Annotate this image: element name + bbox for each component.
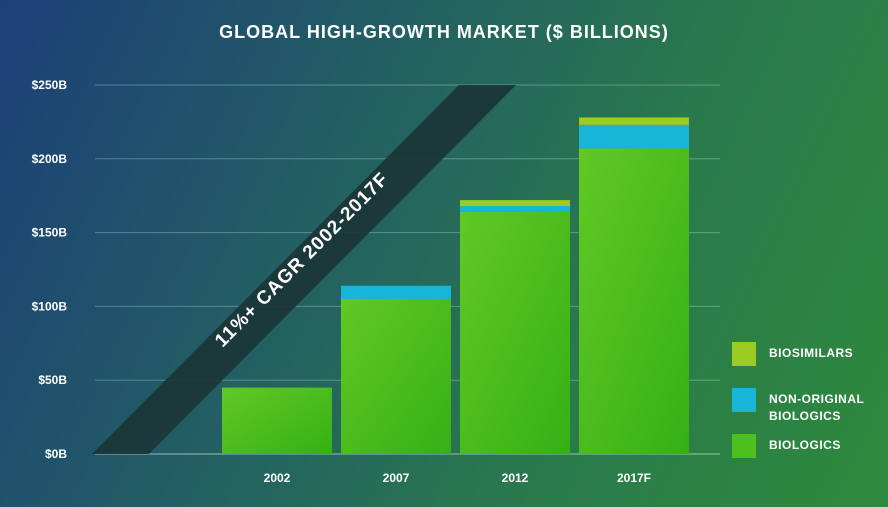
y-tick-label-250b: $250B [32,78,68,92]
x-tick-label-2012: 2012 [502,471,529,485]
x-tick-label-2017f: 2017F [617,471,651,485]
y-tick-label-150b: $150B [32,226,68,240]
legend-label-non-original-biologics: NON-ORIGINAL BIOLOGICS [769,392,865,423]
bar-biologics-2007 [341,299,451,454]
bar-non-original-biologics-2012 [460,206,570,212]
legend-label-biologics: BIOLOGICS [769,438,841,452]
y-tick-label-0b: $0B [45,447,67,461]
chart-title: GLOBAL HIGH-GROWTH MARKET ($ BILLIONS) [219,22,669,42]
bars [222,117,689,454]
y-tick-label-100b: $100B [32,299,68,313]
bar-biosimilars-2012 [460,200,570,207]
legend-swatch-biosimilars [732,342,756,366]
legend-swatch-non-original-biologics [732,388,756,412]
legend-item-non-original-biologics: NON-ORIGINAL BIOLOGICS [732,386,882,432]
y-tick-label-200b: $200B [32,152,68,166]
legend-item-biologics: BIOLOGICS [732,432,882,478]
bar-non-original-biologics-2007 [341,285,451,300]
x-tick-label-2007: 2007 [383,471,410,485]
bar-biologics-2017f [579,148,689,454]
y-tick-label-50b: $50B [38,373,67,387]
x-tick-label-2002: 2002 [264,471,291,485]
bar-biologics-2012 [460,211,570,454]
bar-biosimilars-2017f [579,117,689,125]
bar-non-original-biologics-2017f [579,124,689,149]
axis-labels: $0B $50B $100B $150B $200B $250B 2002 2007 2012 2… [32,78,651,485]
legend-label-biosimilars: BIOSIMILARS [769,346,854,360]
cagr-band [92,85,516,454]
legend-swatch-biologics [732,434,756,458]
bar-biologics-2002 [222,387,332,454]
legend: BIOSIMILARS NON-ORIGINAL BIOLOGICS BIOLO… [732,340,882,478]
legend-item-biosimilars: BIOSIMILARS [732,340,882,386]
